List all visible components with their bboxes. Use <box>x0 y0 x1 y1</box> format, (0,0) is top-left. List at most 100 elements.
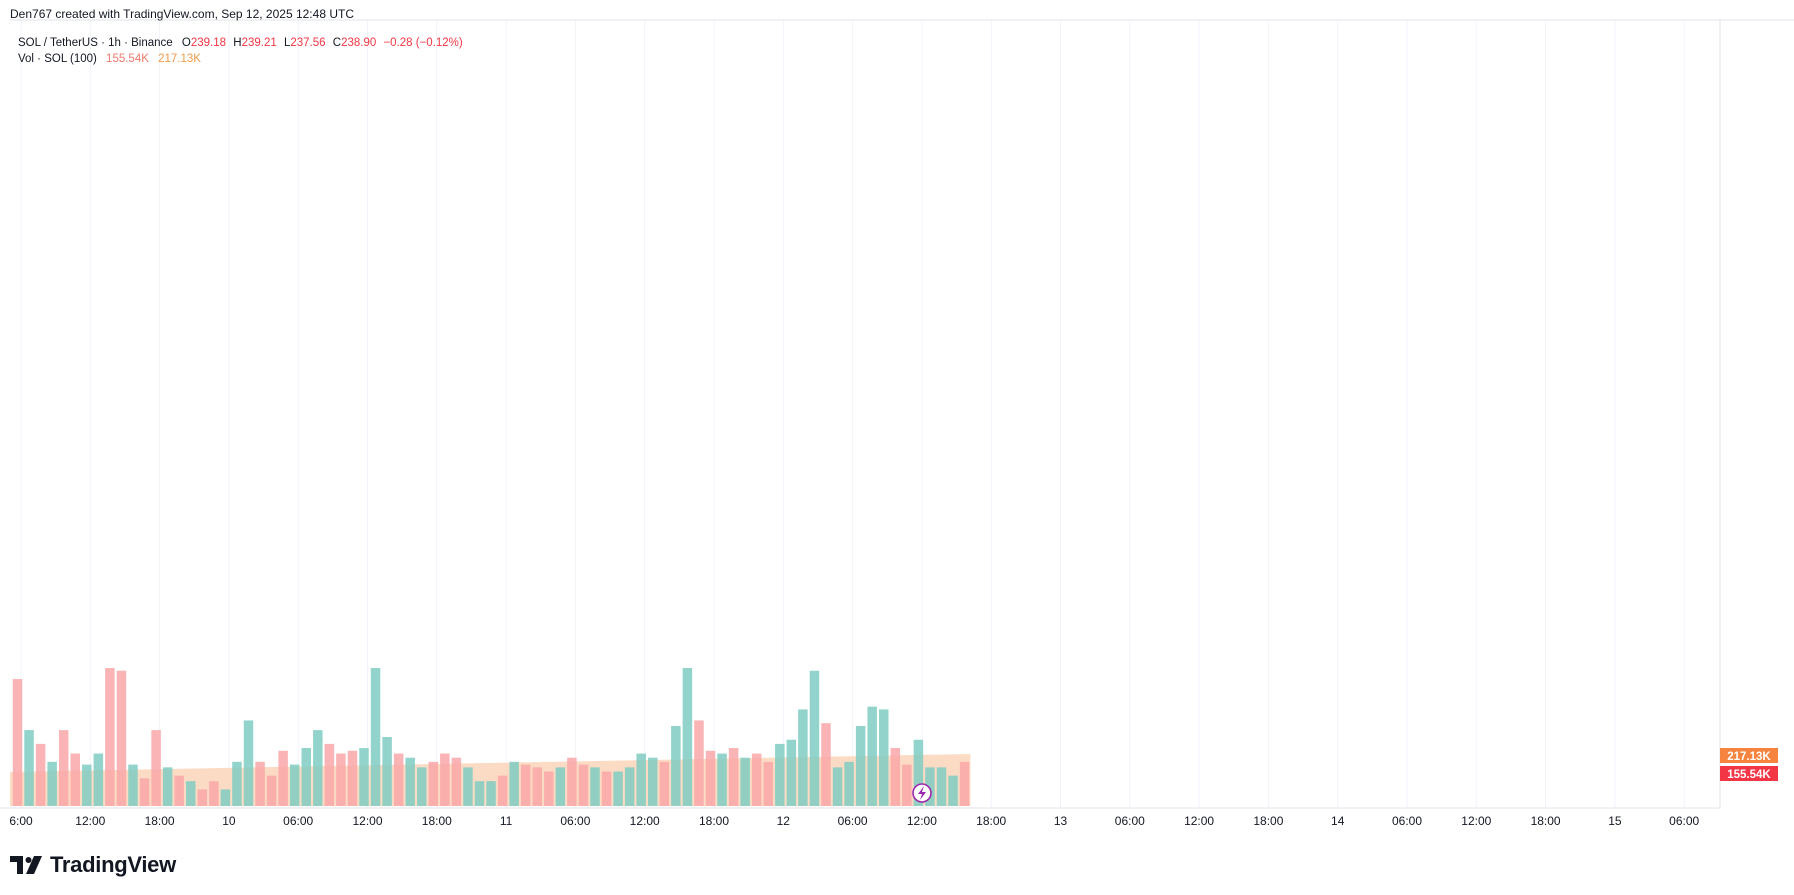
volume-bar <box>266 775 277 806</box>
volume-bar <box>890 748 901 806</box>
volume-bar <box>463 767 473 806</box>
time-tick-label: 06:00 <box>1115 814 1145 828</box>
time-tick-label: 12:00 <box>352 814 382 828</box>
volume-bar <box>798 709 808 806</box>
time-tick-label: 13 <box>1054 814 1068 828</box>
time-tick-label: 18:00 <box>422 814 452 828</box>
volume-bar <box>855 725 866 806</box>
time-tick-label: 14 <box>1331 814 1345 828</box>
time-tick-label: 18:00 <box>699 814 729 828</box>
time-tick-label: 12 <box>777 814 791 828</box>
volume-bar <box>682 668 693 806</box>
volume-bar <box>82 764 92 806</box>
volume-bar <box>12 679 23 806</box>
volume-bar <box>717 753 727 806</box>
time-tick-label: 12:00 <box>630 814 660 828</box>
legend-symbol[interactable]: SOL / TetherUS · 1h · Binance <box>18 37 173 49</box>
tradingview-logo[interactable]: TradingView <box>10 852 176 878</box>
volume-bar <box>474 781 485 806</box>
volume-bar <box>728 748 739 806</box>
volume-bar <box>278 750 288 806</box>
volume-bar <box>821 723 831 806</box>
volume-bar <box>578 764 589 806</box>
volume-bar <box>925 767 935 806</box>
time-axis[interactable]: 6:00 12:00 18:00 10 06:00 12:00 18:00 11 06:00 12… <box>9 814 1699 828</box>
volume-bar <box>948 775 958 806</box>
time-tick-label: 12:00 <box>1184 814 1214 828</box>
legend-close-label: C <box>332 37 342 49</box>
volume-bar <box>324 743 335 806</box>
volume-bar <box>832 767 843 806</box>
time-tick-label: 11 <box>500 814 513 828</box>
volume-bar <box>116 670 127 806</box>
volume-last-label-bg <box>1720 766 1778 781</box>
volume-bar <box>186 781 196 806</box>
volume-bar <box>255 761 265 806</box>
volume-bar <box>359 748 369 806</box>
volume-bar <box>209 781 219 806</box>
volume-bar <box>590 767 600 806</box>
tradingview-logo-text: TradingView <box>50 852 176 877</box>
volume-bar <box>763 761 773 806</box>
volume-bar <box>694 720 704 806</box>
volume-bar <box>440 753 450 806</box>
volume-bar <box>151 730 161 806</box>
legend-volume-label[interactable]: Vol · SOL (100) <box>18 53 97 65</box>
volume-bar <box>128 764 138 806</box>
volume-bar <box>58 730 69 806</box>
time-tick-label: 18:00 <box>976 814 1006 828</box>
volume-bar <box>902 764 912 806</box>
volume-bar <box>959 761 970 806</box>
time-tick-label: 12:00 <box>1461 814 1491 828</box>
volume-bar <box>648 757 658 806</box>
time-tick-label: 06:00 <box>1669 814 1699 828</box>
volume-bar <box>486 781 496 806</box>
volume-bar <box>740 757 750 806</box>
volume-bar <box>532 767 542 806</box>
volume-bar <box>417 767 427 806</box>
volume-bar <box>139 778 150 806</box>
legend-close-value: 238.90 <box>341 37 377 49</box>
volume-bar <box>24 730 34 806</box>
volume-bar <box>809 670 820 806</box>
volume-bar <box>370 668 381 806</box>
time-tick-label: 18:00 <box>145 814 175 828</box>
time-tick-label: 06:00 <box>560 814 590 828</box>
volume-bar <box>624 767 635 806</box>
volume-alert-icon[interactable] <box>912 783 932 803</box>
volume-bar <box>520 764 531 806</box>
volume-bar <box>428 761 439 806</box>
volume-bar <box>844 761 854 806</box>
volume-bar <box>105 668 115 806</box>
volume-bar <box>197 789 208 806</box>
legend-volume-ma: 217.13K <box>158 53 201 65</box>
volume-bar <box>775 743 785 806</box>
volume-bar <box>751 753 762 806</box>
volume-bar <box>220 789 231 806</box>
time-tick-label: 18:00 <box>1253 814 1283 828</box>
volume-bar <box>451 757 462 806</box>
legend-low-label: L <box>283 37 291 49</box>
volume-bar <box>497 775 508 806</box>
legend-low-value: 237.56 <box>290 37 326 49</box>
time-tick-label: 06:00 <box>1392 814 1422 828</box>
legend-open-label: O <box>181 37 191 49</box>
volume-bar <box>93 753 104 806</box>
volume-bar <box>162 767 173 806</box>
volume-bar <box>659 761 670 806</box>
volume-bar <box>613 771 623 806</box>
volume-bar <box>544 771 554 806</box>
price-axis-labels: 239.86228.11219.97238.9011:51217.13K155.… <box>1720 748 1778 781</box>
legend-change: −0.28 (−0.12%) <box>383 37 463 49</box>
legend-volume-value: 155.54K <box>106 53 149 65</box>
volume-bar <box>936 767 947 806</box>
volume-bar <box>636 753 646 806</box>
volume-bar <box>232 761 242 806</box>
volume-bar <box>35 743 46 806</box>
volume-bar <box>867 706 877 806</box>
time-tick-label: 06:00 <box>283 814 313 828</box>
volume-bar <box>313 730 323 806</box>
legend-high-value: 239.21 <box>241 37 277 49</box>
